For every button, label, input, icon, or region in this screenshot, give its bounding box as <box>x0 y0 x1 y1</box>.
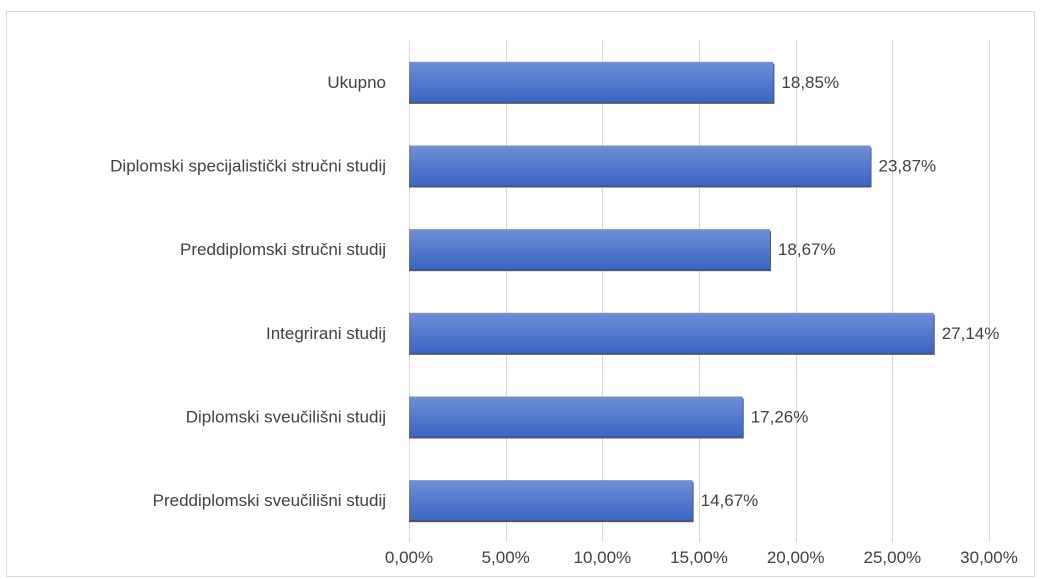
bar <box>409 396 744 439</box>
x-tick-label: 10,00% <box>573 548 631 567</box>
bar-fill <box>409 145 871 186</box>
category-label: Diplomski sveučilišni studij <box>186 408 386 427</box>
x-tick-label: 0,00% <box>385 548 433 567</box>
data-labels: 18,85% 23,87% 18,67% 27,14% 17,26% 14,67% <box>701 73 1000 510</box>
x-tick-label: 20,00% <box>767 548 825 567</box>
x-tick-label: 15,00% <box>670 548 728 567</box>
category-labels: Ukupno Diplomski specijalistički stručni … <box>110 73 386 510</box>
category-label: Diplomski specijalistički stručni studij <box>110 157 386 176</box>
bar <box>409 61 775 104</box>
data-label: 17,26% <box>751 408 809 427</box>
bar <box>409 145 872 188</box>
category-label: Integrirani studij <box>266 324 386 343</box>
bar <box>409 480 694 523</box>
data-label: 14,67% <box>701 491 759 510</box>
bar-fill <box>409 61 774 102</box>
category-label: Ukupno <box>327 73 386 92</box>
data-label: 27,14% <box>942 324 1000 343</box>
category-label: Preddiplomski stručni studij <box>180 240 386 259</box>
data-label: 23,87% <box>878 157 936 176</box>
bar <box>409 229 771 272</box>
x-axis-tick-labels: 0,00% 5,00% 10,00% 15,00% 20,00% 25,00% 30,00% <box>385 548 1018 567</box>
x-tick-label: 30,00% <box>960 548 1018 567</box>
gridlines <box>409 40 990 542</box>
bar-fill <box>409 480 693 521</box>
bar-fill <box>409 229 770 270</box>
category-label: Preddiplomski sveučilišni studij <box>153 491 386 510</box>
data-label: 18,67% <box>778 240 836 259</box>
bar-fill <box>409 312 934 353</box>
data-label: 18,85% <box>781 73 839 92</box>
x-tick-label: 5,00% <box>482 548 530 567</box>
x-tick-label: 25,00% <box>863 548 921 567</box>
bars <box>409 61 935 523</box>
bar <box>409 312 935 355</box>
bar-fill <box>409 396 743 437</box>
